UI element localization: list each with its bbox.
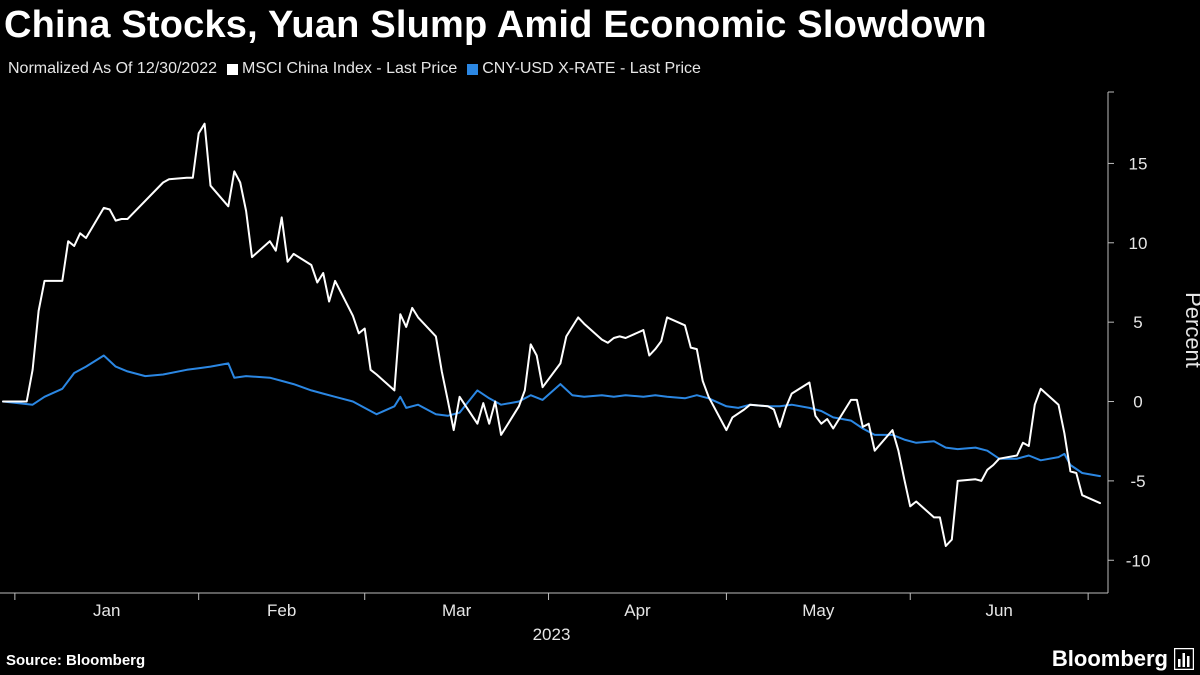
legend-note-text: Normalized As Of 12/30/2022: [8, 60, 218, 77]
y-tick-label: -10: [1126, 551, 1151, 570]
terminal-icon: [1174, 648, 1194, 670]
bloomberg-logo: Bloomberg: [1052, 646, 1194, 672]
legend-note: Normalized As Of 12/30/2022: [8, 60, 217, 78]
y-tick-label: 5: [1133, 313, 1142, 332]
y-tick-label: 15: [1129, 154, 1148, 173]
legend-label-cny-usd: CNY-USD X-RATE - Last Price: [482, 60, 701, 77]
series-line-msci: [2, 122, 1101, 547]
legend-swatch-msci: [227, 63, 239, 75]
series-line-cny-usd: [2, 354, 1101, 478]
y-tick-label: 10: [1129, 234, 1148, 253]
x-tick-label: Jan: [93, 601, 120, 620]
x-year-label: 2023: [533, 625, 571, 644]
legend-swatch-cny-usd: [467, 63, 479, 75]
x-tick-label: Apr: [624, 601, 651, 620]
chart-title: China Stocks, Yuan Slump Amid Economic S…: [4, 4, 987, 46]
x-tick-label: May: [802, 601, 835, 620]
legend-item-msci: MSCI China Index - Last Price: [227, 60, 457, 78]
brand-wordmark: Bloomberg: [1051, 646, 1168, 671]
y-tick-label: -5: [1130, 472, 1145, 491]
x-tick-label: Jun: [985, 601, 1012, 620]
legend: Normalized As Of 12/30/2022 MSCI China I…: [8, 60, 711, 78]
x-tick-label: Feb: [267, 601, 296, 620]
y-axis-title: Percent: [1181, 292, 1200, 368]
legend-label-msci: MSCI China Index - Last Price: [242, 60, 458, 77]
legend-item-cny-usd: CNY-USD X-RATE - Last Price: [467, 60, 701, 78]
y-tick-label: 0: [1133, 393, 1142, 412]
source-note: Source: Bloomberg: [6, 652, 146, 669]
x-tick-label: Mar: [442, 601, 472, 620]
